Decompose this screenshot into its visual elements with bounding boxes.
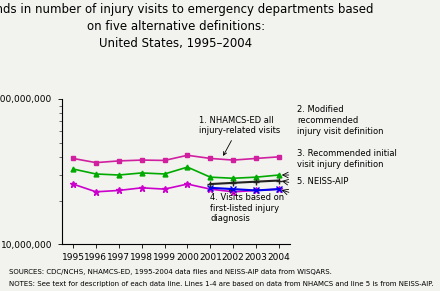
Text: 5. NEISS-AIP: 5. NEISS-AIP [297,178,348,186]
Text: 2. Modified
recommended
injury visit definition: 2. Modified recommended injury visit def… [297,105,384,136]
Text: SOURCES: CDC/NCHS, NHAMCS-ED, 1995-2004 data files and NEISS-AIP data from WISQA: SOURCES: CDC/NCHS, NHAMCS-ED, 1995-2004 … [9,269,332,275]
Text: 4. Visits based on
first-listed injury
diagnosis: 4. Visits based on first-listed injury d… [210,190,284,223]
Text: NOTES: See text for description of each data line. Lines 1-4 are based on data f: NOTES: See text for description of each … [9,281,433,287]
Text: 1. NHAMCS-ED all
injury-related visits: 1. NHAMCS-ED all injury-related visits [199,116,280,155]
Text: 3. Recommended initial
visit injury definition: 3. Recommended initial visit injury defi… [297,148,397,169]
Text: Trends in number of injury visits to emergency departments based
on five alterna: Trends in number of injury visits to eme… [0,3,374,50]
